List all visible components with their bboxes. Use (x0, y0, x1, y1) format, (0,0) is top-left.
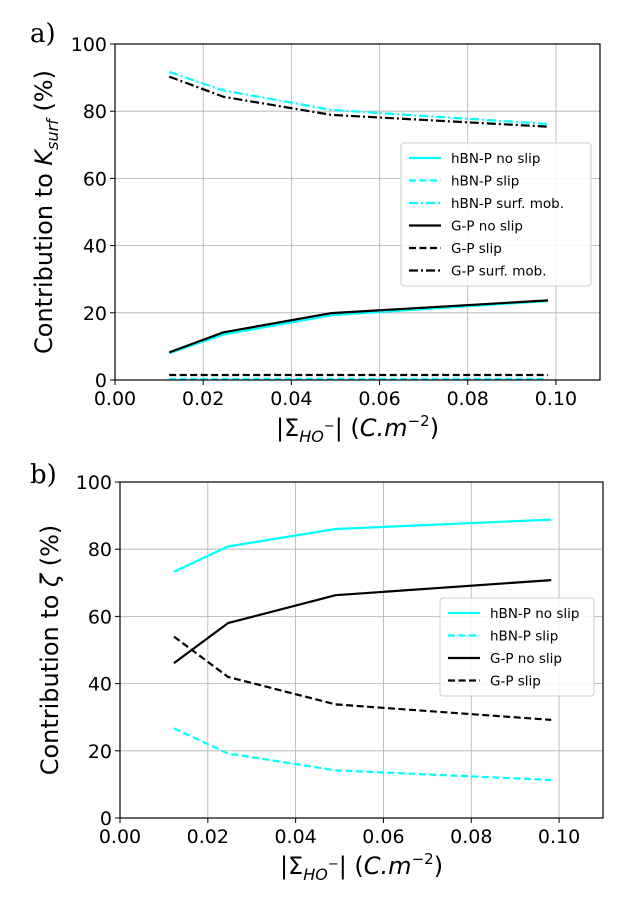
legend: hBN-P no slip hBN-P slip hBN-P surf. mob. G… (400, 142, 592, 287)
legend-label: G-P slip (451, 241, 502, 257)
y-tick-label: 20 (83, 303, 107, 325)
series-line-g-p-no-slip (168, 299, 549, 354)
x-tick-label: 0.10 (535, 388, 577, 410)
legend-label: hBN-P slip (490, 629, 558, 645)
x-tick-label: 0.00 (94, 388, 136, 410)
legend-label: hBN-P no slip (451, 151, 540, 167)
series-line-hbn-p-no-slip (168, 299, 549, 355)
x-tick-label: 0.00 (99, 826, 141, 848)
x-tick-label: 0.10 (538, 826, 580, 848)
y-tick-label: 20 (88, 741, 112, 763)
y-tick-label: 100 (76, 472, 112, 494)
series-line-g-p-surf-mob (168, 75, 549, 128)
y-tick-label: 40 (83, 236, 107, 258)
x-tick-label: 0.06 (362, 826, 404, 848)
series-line-hbn-p-slip (173, 727, 552, 782)
legend-label: G-P no slip (490, 651, 562, 667)
x-tick-label: 0.06 (358, 388, 400, 410)
x-axis-label: |ΣHO−| (C.m−2) (280, 850, 443, 884)
legend-label: hBN-P no slip (490, 606, 579, 622)
x-tick-label: 0.08 (450, 826, 492, 848)
panel-label: a) (30, 19, 56, 49)
x-tick-label: 0.02 (182, 388, 224, 410)
x-tick-label: 0.04 (270, 388, 312, 410)
legend-box (400, 142, 592, 287)
y-tick-label: 100 (71, 34, 107, 56)
y-tick-label: 60 (83, 168, 107, 190)
y-axis-label: Contribution to ζ (%) (36, 525, 64, 776)
series-line-hbn-p-no-slip (173, 518, 552, 573)
x-tick-label: 0.08 (447, 388, 489, 410)
x-tick-label: 0.04 (274, 826, 316, 848)
legend-box (439, 597, 595, 697)
series-line-hbn-p-surf-mob (168, 70, 549, 126)
series-line-g-p-no-slip (173, 579, 552, 664)
y-tick-label: 40 (88, 674, 112, 696)
x-axis-label: |ΣHO−| (C.m−2) (276, 412, 439, 446)
chart-panel-b: 0.00 0.02 0.04 0.06 0.08 0.10 0 20 40 60 80 100 hBN-… (30, 460, 604, 884)
y-tick-label: 80 (83, 101, 107, 123)
legend-label: G-P no slip (451, 219, 523, 235)
legend-label: hBN-P surf. mob. (451, 196, 564, 212)
x-tick-label: 0.02 (187, 826, 229, 848)
series-line-g-p-slip (173, 635, 552, 721)
y-tick-label: 60 (88, 606, 112, 628)
plot-frame (119, 481, 604, 819)
chart-panel-a: 0.00 0.02 0.04 0.06 0.08 0.10 0 20 40 60 80 100 hBN-… (30, 19, 601, 446)
legend-label: G-P surf. mob. (451, 264, 547, 280)
panel-label: b) (30, 460, 57, 490)
y-tick-label: 0 (100, 808, 112, 830)
plot-frame (114, 43, 601, 381)
y-tick-label: 80 (88, 539, 112, 561)
legend-label: G-P slip (490, 674, 541, 690)
legend: hBN-P no slip hBN-P slip G-P no slip G-P sl… (439, 597, 595, 697)
legend-label: hBN-P slip (451, 174, 519, 190)
y-tick-label: 0 (95, 370, 107, 392)
y-axis-label: Contribution to Ksurf (%) (30, 70, 62, 354)
